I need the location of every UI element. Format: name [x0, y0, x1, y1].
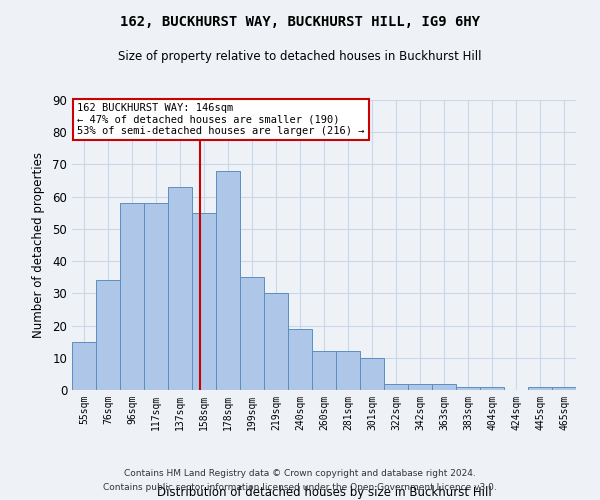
Bar [552, 387, 576, 390]
Bar [144, 203, 168, 390]
Bar [432, 384, 456, 390]
Bar [528, 387, 552, 390]
Text: Contains HM Land Registry data © Crown copyright and database right 2024.: Contains HM Land Registry data © Crown c… [124, 468, 476, 477]
Bar [456, 387, 480, 390]
Bar [288, 329, 312, 390]
Bar [216, 171, 240, 390]
Bar [168, 187, 192, 390]
Text: 162, BUCKHURST WAY, BUCKHURST HILL, IG9 6HY: 162, BUCKHURST WAY, BUCKHURST HILL, IG9 … [120, 15, 480, 29]
Bar [264, 294, 288, 390]
Bar [384, 384, 408, 390]
Bar [96, 280, 120, 390]
Bar [480, 387, 504, 390]
Bar [336, 352, 360, 390]
Bar [408, 384, 432, 390]
Bar [192, 213, 216, 390]
Text: Size of property relative to detached houses in Buckhurst Hill: Size of property relative to detached ho… [118, 50, 482, 63]
X-axis label: Distribution of detached houses by size in Buckhurst Hill: Distribution of detached houses by size … [157, 486, 491, 498]
Text: 162 BUCKHURST WAY: 146sqm
← 47% of detached houses are smaller (190)
53% of semi: 162 BUCKHURST WAY: 146sqm ← 47% of detac… [77, 103, 365, 136]
Bar [312, 352, 336, 390]
Bar [120, 203, 144, 390]
Bar [360, 358, 384, 390]
Bar [240, 277, 264, 390]
Text: Contains public sector information licensed under the Open Government Licence v3: Contains public sector information licen… [103, 484, 497, 492]
Bar [72, 342, 96, 390]
Y-axis label: Number of detached properties: Number of detached properties [32, 152, 46, 338]
